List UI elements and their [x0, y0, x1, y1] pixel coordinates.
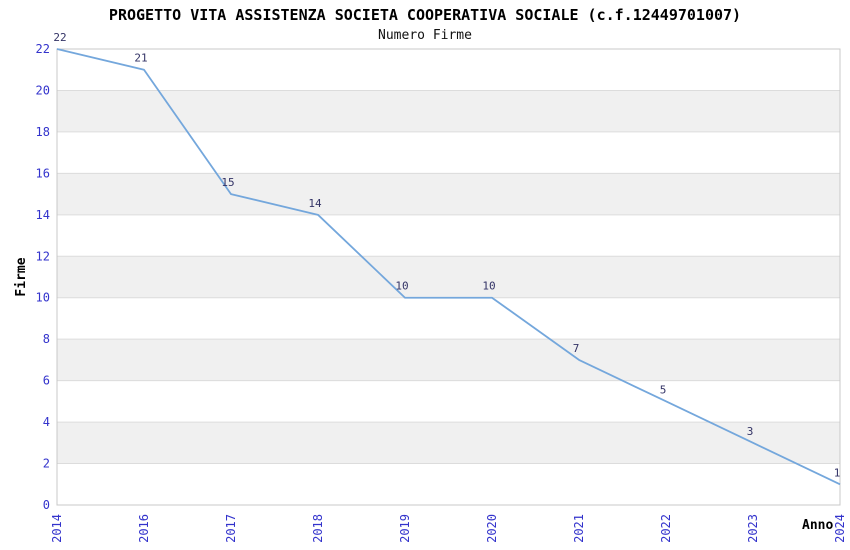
y-tick-label: 8 [43, 332, 50, 346]
point-label: 22 [53, 31, 66, 44]
x-tick-label: 2023 [746, 514, 760, 543]
point-label: 5 [660, 383, 667, 396]
point-label: 1 [834, 466, 841, 479]
y-tick-label: 10 [36, 291, 50, 305]
x-tick-label: 2024 [833, 514, 847, 543]
y-tick-label: 22 [36, 42, 50, 56]
y-tick-label: 20 [36, 83, 50, 97]
point-label: 10 [395, 280, 408, 293]
y-tick-label: 0 [43, 498, 50, 512]
y-tick-label: 12 [36, 249, 50, 263]
x-axis-title: Anno [802, 518, 834, 533]
chart-subtitle: Numero Firme [378, 28, 472, 43]
x-tick-label: 2022 [659, 514, 673, 543]
data-line [56, 48, 841, 486]
plot-band [57, 90, 840, 132]
x-tick-label: 2016 [137, 514, 151, 543]
plot-band [57, 256, 840, 298]
plot-band [57, 339, 840, 381]
point-label: 7 [573, 342, 580, 355]
point-label: 15 [221, 176, 234, 189]
plot-border [56, 48, 841, 506]
x-tick-label: 2019 [398, 514, 412, 543]
y-tick-label: 4 [43, 415, 50, 429]
point-label: 10 [482, 280, 495, 293]
x-tick-label: 2018 [311, 514, 325, 543]
y-axis-title: Firme [14, 257, 29, 297]
y-tick-label: 14 [36, 208, 50, 222]
point-label: 3 [747, 425, 754, 438]
y-tick-label: 18 [36, 125, 50, 139]
y-tick-label: 2 [43, 457, 50, 471]
plot-band [57, 173, 840, 215]
x-tick-label: 2017 [224, 514, 238, 543]
x-tick-label: 2014 [50, 514, 64, 543]
point-label: 14 [308, 197, 322, 210]
x-tick-label: 2021 [572, 514, 586, 543]
y-tick-label: 6 [43, 374, 50, 388]
x-tick-label: 2020 [485, 514, 499, 543]
point-label: 21 [134, 52, 147, 65]
y-tick-label: 16 [36, 166, 50, 180]
chart-title: PROGETTO VITA ASSISTENZA SOCIETA COOPERA… [108, 6, 742, 24]
plot-band [57, 422, 840, 464]
